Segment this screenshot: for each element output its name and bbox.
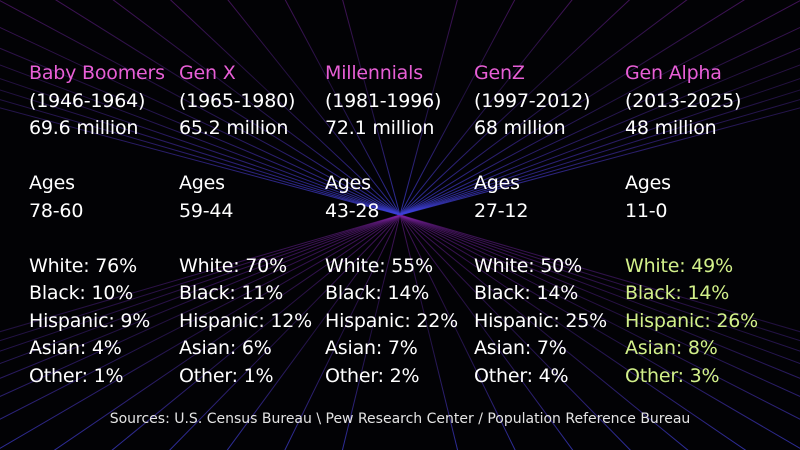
generation-population: 65.2 million (179, 117, 289, 139)
stat-black: Black: 10% (29, 282, 134, 304)
ages-range: 43-28 (325, 199, 380, 222)
stat-other: Other: 2% (325, 364, 420, 387)
generation-name: Gen X (179, 62, 236, 84)
stat-white: White: 76% (29, 254, 137, 277)
stat-black: Black: 11% (179, 282, 284, 304)
ages-range: 11-0 (625, 199, 668, 222)
stat-asian: Asian: 7% (474, 337, 567, 359)
stat-hispanic: Hispanic: 26% (625, 309, 759, 332)
ages-label: Ages (29, 172, 75, 194)
generation-population: 48 million (625, 117, 717, 139)
ages-label: Ages (625, 172, 671, 194)
stat-other: Other: 4% (474, 364, 569, 387)
ages-range: 78-60 (29, 199, 84, 222)
stat-white: White: 49% (625, 254, 733, 277)
generation-column: Gen X (1965-1980) 65.2 million Ages 59-4… (179, 60, 312, 390)
stat-asian: Asian: 6% (179, 337, 272, 359)
generation-name: Baby Boomers (29, 62, 165, 84)
stat-hispanic: Hispanic: 12% (179, 309, 313, 332)
stat-white: White: 55% (325, 254, 433, 277)
stat-asian: Asian: 4% (29, 337, 122, 359)
generation-column: Millennials (1981-1996) 72.1 million Age… (325, 60, 458, 390)
generation-column: Baby Boomers (1946-1964) 69.6 million Ag… (29, 60, 165, 390)
stat-black: Black: 14% (625, 282, 730, 304)
generation-years: (1946-1964) (29, 89, 146, 112)
sources-footnote: Sources: U.S. Census Bureau \ Pew Resear… (109, 411, 691, 427)
stat-asian: Asian: 7% (325, 337, 418, 359)
generation-population: 68 million (474, 117, 566, 139)
generation-name: Millennials (325, 62, 423, 84)
generation-name: GenZ (474, 62, 525, 84)
generation-column: Gen Alpha (2013-2025) 48 million Ages 11… (625, 60, 758, 390)
stat-black: Black: 14% (325, 282, 430, 304)
generation-population: 69.6 million (29, 117, 139, 139)
generation-name: Gen Alpha (625, 62, 722, 84)
generation-years: (2013-2025) (625, 89, 742, 112)
stat-other: Other: 1% (179, 364, 274, 387)
generation-years: (1965-1980) (179, 89, 296, 112)
generation-population: 72.1 million (325, 117, 435, 139)
generation-years: (1997-2012) (474, 89, 591, 112)
ages-label: Ages (474, 172, 520, 194)
stat-other: Other: 1% (29, 364, 124, 387)
stat-black: Black: 14% (474, 282, 579, 304)
stat-asian: Asian: 8% (625, 337, 718, 359)
stat-white: White: 50% (474, 254, 582, 277)
ages-label: Ages (325, 172, 371, 194)
stat-other: Other: 3% (625, 364, 720, 387)
stat-hispanic: Hispanic: 22% (325, 309, 459, 332)
generation-years: (1981-1996) (325, 89, 442, 112)
stat-hispanic: Hispanic: 25% (474, 309, 608, 332)
stat-hispanic: Hispanic: 9% (29, 309, 151, 332)
ages-label: Ages (179, 172, 225, 194)
ages-range: 27-12 (474, 199, 529, 222)
stat-white: White: 70% (179, 254, 287, 277)
generation-column: GenZ (1997-2012) 68 million Ages 27-12 W… (474, 60, 607, 390)
ages-range: 59-44 (179, 199, 234, 222)
